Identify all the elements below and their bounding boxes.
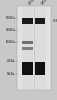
Text: 293T: 293T [27,0,36,6]
Text: 100kDa-: 100kDa- [5,40,16,44]
Bar [22,18,32,24]
Text: 170kDa-: 170kDa- [5,16,16,20]
Bar [34,7,45,89]
Bar [21,7,33,89]
Text: MCF7: MCF7 [39,0,49,6]
Text: 130kDa-: 130kDa- [5,28,16,32]
Bar [34,18,45,24]
Text: 70kDa-: 70kDa- [7,59,16,63]
Text: 55kDa-: 55kDa- [7,72,16,76]
Bar [22,62,32,74]
Bar [22,40,32,44]
Bar [34,62,45,74]
Bar [17,6,50,90]
Bar [22,47,32,50]
Text: IGSF3: IGSF3 [51,19,57,23]
